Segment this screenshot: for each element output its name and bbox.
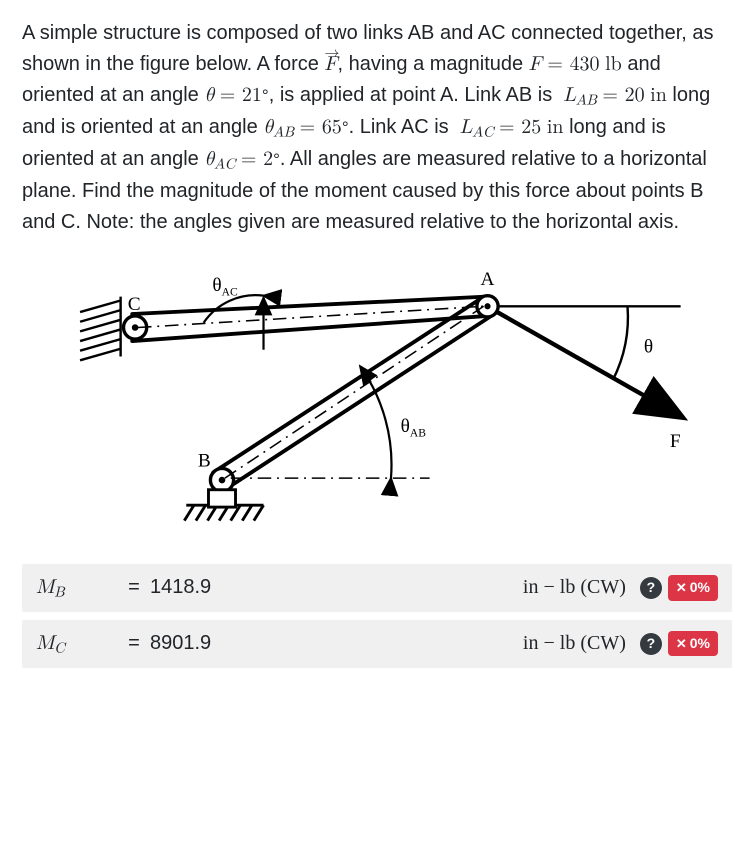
- value-mc[interactable]: 8901.9: [146, 628, 266, 659]
- unit-in2: in: [547, 117, 564, 137]
- var-thetaAB: θAB: [263, 117, 294, 137]
- help-button-mb[interactable]: ?: [640, 577, 662, 599]
- force-vector-F: →F: [324, 49, 337, 80]
- structure-diagram: A B C F θ θAC θAB: [22, 258, 702, 538]
- unit-lb: lb: [605, 54, 622, 74]
- label-b: B: [198, 450, 211, 471]
- var-thetaAC: θAC: [204, 149, 235, 169]
- value-LAB: 20: [625, 85, 645, 105]
- label-mb: MB: [36, 572, 122, 604]
- x-icon: ✕: [676, 634, 687, 654]
- var-F: F: [529, 54, 542, 74]
- score-badge-mc: ✕ 0%: [668, 631, 718, 657]
- score-badge-mb: ✕ 0%: [668, 575, 718, 601]
- help-button-mc[interactable]: ?: [640, 633, 662, 655]
- text: , having a magnitude: [337, 53, 528, 75]
- figure: A B C F θ θAC θAB: [22, 258, 732, 538]
- label-a: A: [481, 269, 495, 290]
- label-theta-ac: θAC: [212, 275, 238, 299]
- label-theta-ab: θAB: [401, 416, 427, 440]
- x-icon: ✕: [676, 578, 687, 598]
- unit-in: in: [650, 85, 667, 105]
- force-arrow: [497, 312, 680, 416]
- answer-row-mb: MB = 1418.9 in − lb (CW) ? ✕ 0%: [22, 564, 732, 612]
- units-mb: in − lb (CW): [523, 572, 626, 603]
- label-c: C: [128, 294, 141, 315]
- value-thetaAC: 2: [263, 149, 273, 169]
- problem-statement: A simple structure is composed of two li…: [22, 18, 732, 238]
- text: , is applied at point A. Link AB is: [269, 84, 558, 106]
- value-theta: 21: [242, 85, 262, 105]
- pin-b-base: [208, 489, 235, 506]
- text: . Link AC is: [349, 116, 455, 138]
- angle-theta-arc: [613, 306, 628, 379]
- value-LAC: 25: [521, 117, 541, 137]
- value-thetaAB: 65: [322, 117, 342, 137]
- label-f: F: [670, 431, 681, 452]
- label-theta: θ: [644, 336, 653, 357]
- var-theta: θ: [204, 85, 214, 105]
- label-mc: MC: [36, 628, 122, 660]
- link-ac: [132, 296, 487, 340]
- value-mb[interactable]: 1418.9: [146, 572, 266, 603]
- answer-row-mc: MC = 8901.9 in − lb (CW) ? ✕ 0%: [22, 620, 732, 668]
- answer-section: MB = 1418.9 in − lb (CW) ? ✕ 0% MC = 890…: [22, 564, 732, 668]
- value-F: 430: [570, 54, 600, 74]
- var-LAB: LAB: [563, 85, 596, 105]
- units-mc: in − lb (CW): [523, 628, 626, 659]
- var-LAC: LAC: [460, 117, 494, 137]
- wall-support: [80, 296, 121, 360]
